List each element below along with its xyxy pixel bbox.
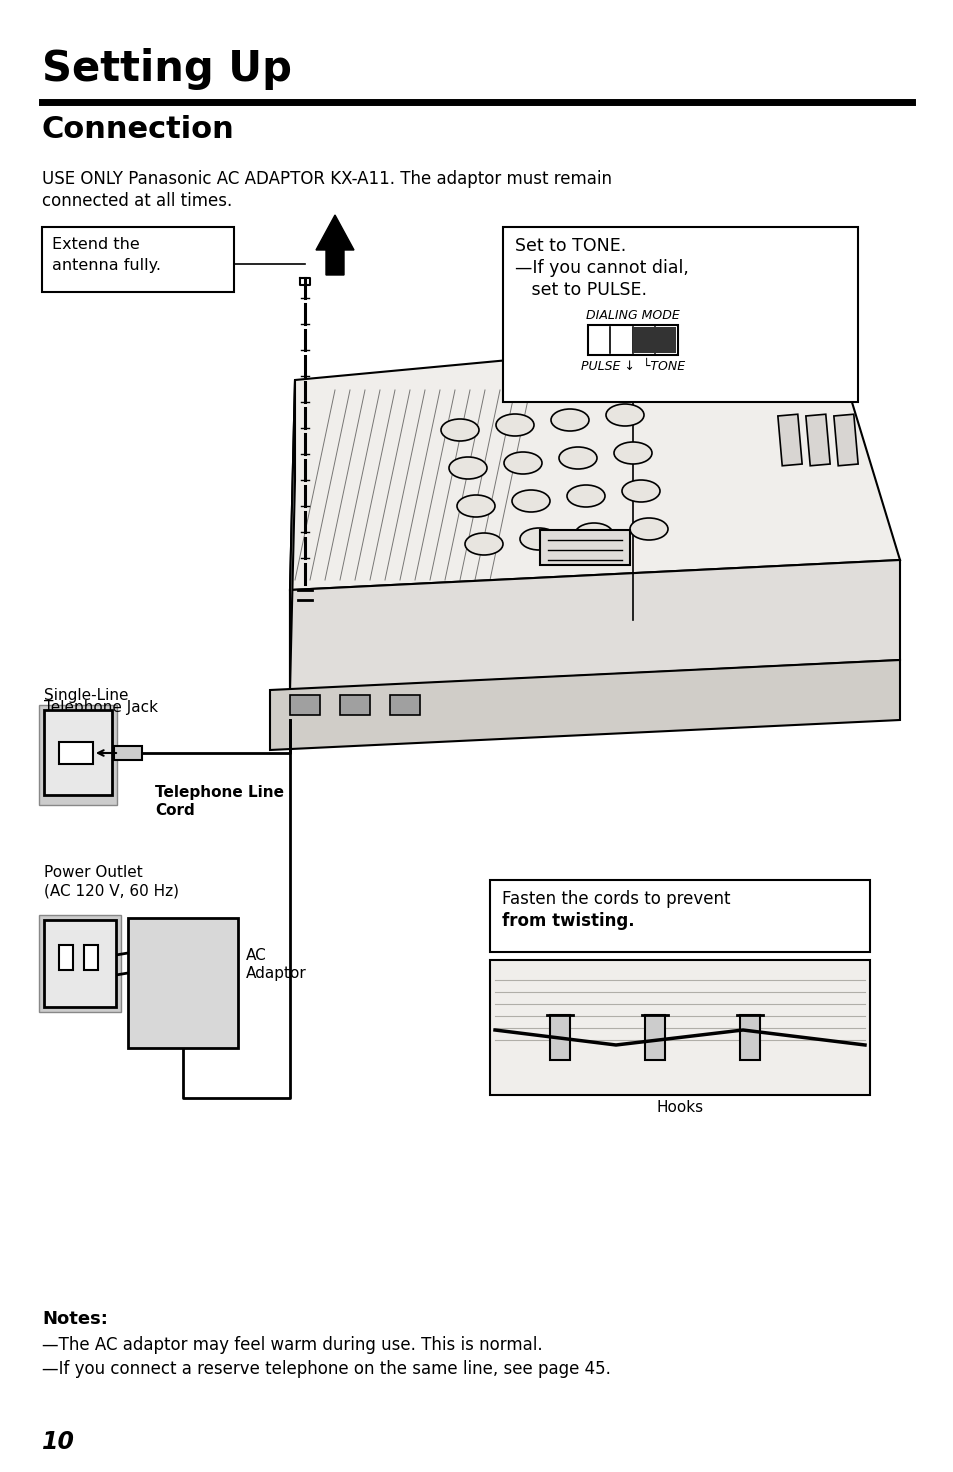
Bar xyxy=(113,746,142,760)
Bar xyxy=(550,1016,569,1060)
Text: set to PULSE.: set to PULSE. xyxy=(515,281,646,299)
Bar xyxy=(539,530,629,565)
Text: Telephone Jack: Telephone Jack xyxy=(44,701,158,715)
Text: Notes:: Notes: xyxy=(42,1310,108,1328)
Text: Fasten the cords to prevent: Fasten the cords to prevent xyxy=(501,891,730,908)
Text: antenna fully.: antenna fully. xyxy=(52,258,161,272)
Ellipse shape xyxy=(575,523,613,545)
Bar xyxy=(390,695,419,715)
Bar xyxy=(833,414,858,465)
Bar xyxy=(740,1016,760,1060)
Bar xyxy=(39,705,117,805)
Ellipse shape xyxy=(614,442,651,464)
Ellipse shape xyxy=(449,456,486,478)
Ellipse shape xyxy=(503,452,541,474)
Text: Extend the: Extend the xyxy=(52,237,139,252)
Text: Hooks: Hooks xyxy=(656,1100,702,1114)
Ellipse shape xyxy=(440,420,478,442)
Bar xyxy=(490,880,869,952)
Polygon shape xyxy=(290,559,899,690)
Ellipse shape xyxy=(512,490,550,512)
Ellipse shape xyxy=(566,484,604,506)
Text: Connection: Connection xyxy=(42,115,234,144)
Text: from twisting.: from twisting. xyxy=(501,913,634,930)
Ellipse shape xyxy=(464,533,502,555)
Ellipse shape xyxy=(496,414,534,436)
Text: Cord: Cord xyxy=(154,804,194,818)
Polygon shape xyxy=(290,330,899,590)
Polygon shape xyxy=(290,380,294,690)
Bar xyxy=(587,325,678,355)
Bar xyxy=(805,414,829,465)
Bar xyxy=(44,710,112,795)
Ellipse shape xyxy=(519,528,558,551)
Text: —If you connect a reserve telephone on the same line, see page 45.: —If you connect a reserve telephone on t… xyxy=(42,1360,610,1378)
Bar xyxy=(777,414,801,465)
Ellipse shape xyxy=(551,409,588,431)
Text: Adaptor: Adaptor xyxy=(246,966,307,980)
Text: —If you cannot dial,: —If you cannot dial, xyxy=(515,259,688,277)
FancyArrow shape xyxy=(315,215,354,275)
Bar xyxy=(59,742,92,764)
Bar xyxy=(339,695,370,715)
Text: USE ONLY Panasonic AC ADAPTOR KX-A11. The adaptor must remain: USE ONLY Panasonic AC ADAPTOR KX-A11. Th… xyxy=(42,169,612,188)
Text: Set to TONE.: Set to TONE. xyxy=(515,237,625,255)
Bar xyxy=(502,227,857,402)
Bar xyxy=(42,227,233,291)
Text: (RJ11C): (RJ11C) xyxy=(44,712,101,727)
Ellipse shape xyxy=(558,447,597,470)
Bar xyxy=(59,945,73,970)
Text: Power Outlet: Power Outlet xyxy=(44,866,143,880)
Text: Setting Up: Setting Up xyxy=(42,49,292,90)
Bar xyxy=(633,327,676,353)
Bar xyxy=(84,945,98,970)
Text: Telephone Line: Telephone Line xyxy=(154,785,284,799)
Polygon shape xyxy=(270,659,899,751)
Text: connected at all times.: connected at all times. xyxy=(42,191,232,210)
Text: AC: AC xyxy=(246,948,267,963)
Bar xyxy=(128,919,237,1048)
Text: (AC 120 V, 60 Hz): (AC 120 V, 60 Hz) xyxy=(44,883,179,898)
Ellipse shape xyxy=(621,480,659,502)
Bar xyxy=(490,960,869,1095)
Ellipse shape xyxy=(629,518,667,540)
Bar xyxy=(290,695,319,715)
Text: —The AC adaptor may feel warm during use. This is normal.: —The AC adaptor may feel warm during use… xyxy=(42,1337,542,1354)
Bar xyxy=(44,920,116,1007)
Ellipse shape xyxy=(456,495,495,517)
Ellipse shape xyxy=(605,403,643,425)
Bar xyxy=(644,1016,664,1060)
Text: Single-Line: Single-Line xyxy=(44,687,129,704)
Text: PULSE ↓  └TONE: PULSE ↓ └TONE xyxy=(580,361,684,372)
Bar xyxy=(39,916,121,1013)
Text: 10: 10 xyxy=(42,1429,75,1454)
Text: DIALING MODE: DIALING MODE xyxy=(585,309,679,322)
